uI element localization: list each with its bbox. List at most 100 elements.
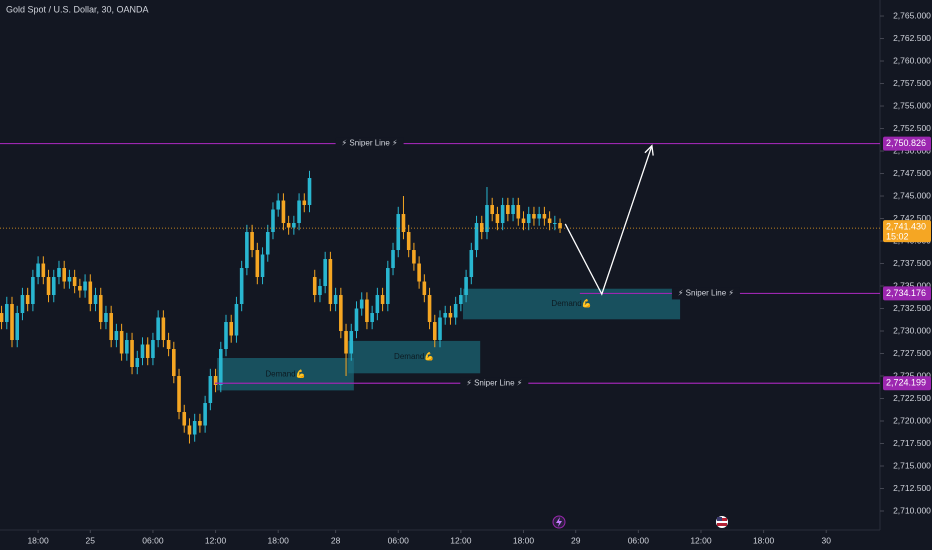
candle-body <box>526 214 531 224</box>
candle-body <box>302 200 307 206</box>
price-tag-label: 2,734.176 <box>886 288 926 298</box>
candle-body <box>547 218 552 224</box>
candle-body <box>412 250 416 264</box>
candle-body <box>104 313 108 323</box>
candle-body <box>276 200 280 210</box>
sniper-label-bg <box>460 377 529 390</box>
zone-label: Demand💪 <box>394 351 434 361</box>
candle-body <box>250 232 254 251</box>
candle-body <box>78 286 82 291</box>
candle-body <box>464 277 468 296</box>
candle-body <box>380 295 385 305</box>
candle-body <box>31 277 35 305</box>
candle-body <box>422 281 427 296</box>
candle-body <box>46 277 51 296</box>
candle-body <box>396 214 401 251</box>
candle-body <box>57 268 61 278</box>
candle-body <box>432 322 437 341</box>
candle-body <box>36 263 40 278</box>
candle-body <box>474 223 479 251</box>
candle-body <box>187 425 192 435</box>
candle-body <box>427 295 432 323</box>
x-tick-label: 12:00 <box>450 535 472 545</box>
y-tick-label: 2,760.000 <box>893 55 931 65</box>
candle-body <box>83 281 87 291</box>
candle-body <box>297 200 301 224</box>
candle-body <box>438 317 442 341</box>
candle-body <box>224 322 228 350</box>
y-tick-label: 2,742.500 <box>893 213 931 223</box>
candle-body <box>208 376 213 404</box>
y-tick-label: 2,727.500 <box>893 348 931 358</box>
x-tick-label: 06:00 <box>142 535 164 545</box>
event-icon-bolt <box>556 517 562 527</box>
candle-body <box>333 295 338 305</box>
candle-body <box>479 223 484 233</box>
y-tick-label: 2,715.000 <box>893 460 931 470</box>
projection-path <box>564 145 653 296</box>
sniper-line-label: ⚡ Sniper Line ⚡ <box>342 139 398 148</box>
zone-label: Demand💪 <box>551 298 591 308</box>
y-tick-label: 2,745.000 <box>893 190 931 200</box>
x-tick-label: 06:00 <box>388 535 410 545</box>
sniper-line-label: ⚡ Sniper Line ⚡ <box>466 378 522 387</box>
price-tag <box>883 376 931 391</box>
y-tick-label: 2,712.500 <box>893 483 931 493</box>
candle-body <box>328 259 333 305</box>
x-tick-label: 12:00 <box>690 535 712 545</box>
y-tick-label: 2,762.500 <box>893 33 931 43</box>
candle-body <box>558 223 562 229</box>
candle-body <box>41 263 46 278</box>
y-tick-label: 2,755.000 <box>893 100 931 110</box>
y-tick-label: 2,720.000 <box>893 415 931 425</box>
candle-body <box>511 205 515 215</box>
candle-body <box>448 313 453 318</box>
demand-zone <box>348 340 481 374</box>
candle-body <box>51 277 56 296</box>
y-tick-label: 2,735.000 <box>893 280 931 290</box>
x-tick-label: 18:00 <box>753 535 775 545</box>
candle-body <box>495 214 500 224</box>
candle-body <box>20 295 25 314</box>
candle-body <box>292 223 296 228</box>
candle-body <box>130 340 134 368</box>
flag-stripe <box>717 523 727 526</box>
candle-body <box>172 349 176 377</box>
candle-body <box>521 218 526 224</box>
y-tick-label: 2,732.500 <box>893 303 931 313</box>
candle-body <box>15 313 20 341</box>
candle-body <box>516 205 521 219</box>
candle-body <box>406 232 411 251</box>
candle-body <box>323 259 327 287</box>
candle-body <box>255 250 260 278</box>
candle-body <box>365 299 369 323</box>
candle-body <box>344 331 348 354</box>
candle-body <box>234 304 239 336</box>
projection-arrowhead <box>644 144 654 156</box>
candle-body <box>161 317 166 341</box>
candle-body <box>318 286 322 296</box>
candle-body <box>286 223 291 228</box>
candle-body <box>532 214 536 219</box>
x-tick-label: 25 <box>86 535 96 545</box>
candle-body <box>469 250 474 278</box>
candle-body <box>307 178 312 206</box>
candle-body <box>88 281 93 305</box>
y-tick-label: 2,722.500 <box>893 393 931 403</box>
candle-body <box>25 295 30 305</box>
candle-body <box>490 205 494 215</box>
candle-body <box>119 331 124 354</box>
sniper-line-label: ⚡ Sniper Line ⚡ <box>678 289 734 298</box>
candle-body <box>500 205 505 224</box>
candle-body <box>312 277 317 296</box>
candle-body <box>109 313 113 341</box>
y-tick-label: 2,747.500 <box>893 168 931 178</box>
candle-body <box>145 344 150 359</box>
candle-body <box>265 232 270 255</box>
candle-body <box>506 205 510 215</box>
candle-body <box>359 299 364 309</box>
x-tick-label: 06:00 <box>628 535 650 545</box>
chart-title: Gold Spot / U.S. Dollar, 30, OANDA <box>6 4 149 14</box>
candle-body <box>370 313 374 323</box>
